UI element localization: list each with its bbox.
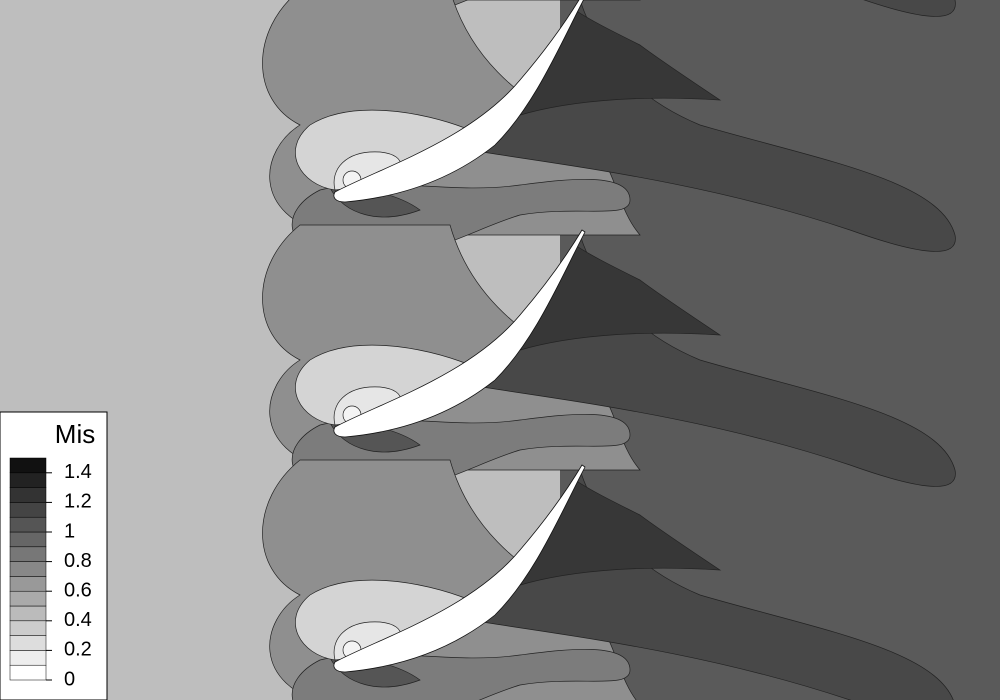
colorbar-tick-label: 0.4 (64, 609, 92, 631)
colorbar-tick-label: 0.8 (64, 550, 92, 572)
legend-title: Mis (55, 419, 95, 449)
colorbar-tick-label: 1 (64, 520, 75, 542)
colorbar-tick-label: 0.2 (64, 639, 92, 661)
colorbar-band (9, 561, 47, 577)
colorbar-band (9, 576, 47, 592)
colorbar-tick-label: 0.6 (64, 579, 92, 601)
colorbar-tick-label: 1.2 (64, 491, 92, 513)
colorbar-tick-label: 0 (64, 668, 75, 690)
colorbar-band (9, 472, 47, 488)
colorbar-band (9, 457, 47, 474)
colorbar-band (9, 590, 47, 607)
colorbar-band (9, 605, 47, 622)
colorbar-tick-label: 1.4 (64, 461, 92, 483)
colorbar-band (9, 635, 47, 651)
colorbar-band (9, 546, 47, 562)
colorbar-band (9, 502, 47, 518)
colorbar-band (9, 620, 47, 636)
colorbar-band (9, 650, 47, 666)
colorbar-band (9, 531, 47, 548)
colorbar-band (9, 516, 47, 533)
colorbar-band (9, 487, 47, 503)
colorbar-band (9, 664, 47, 681)
legend: Mis 0 0.2 0.4 0.6 0.8 1 1.2 1.4 (0, 411, 108, 700)
